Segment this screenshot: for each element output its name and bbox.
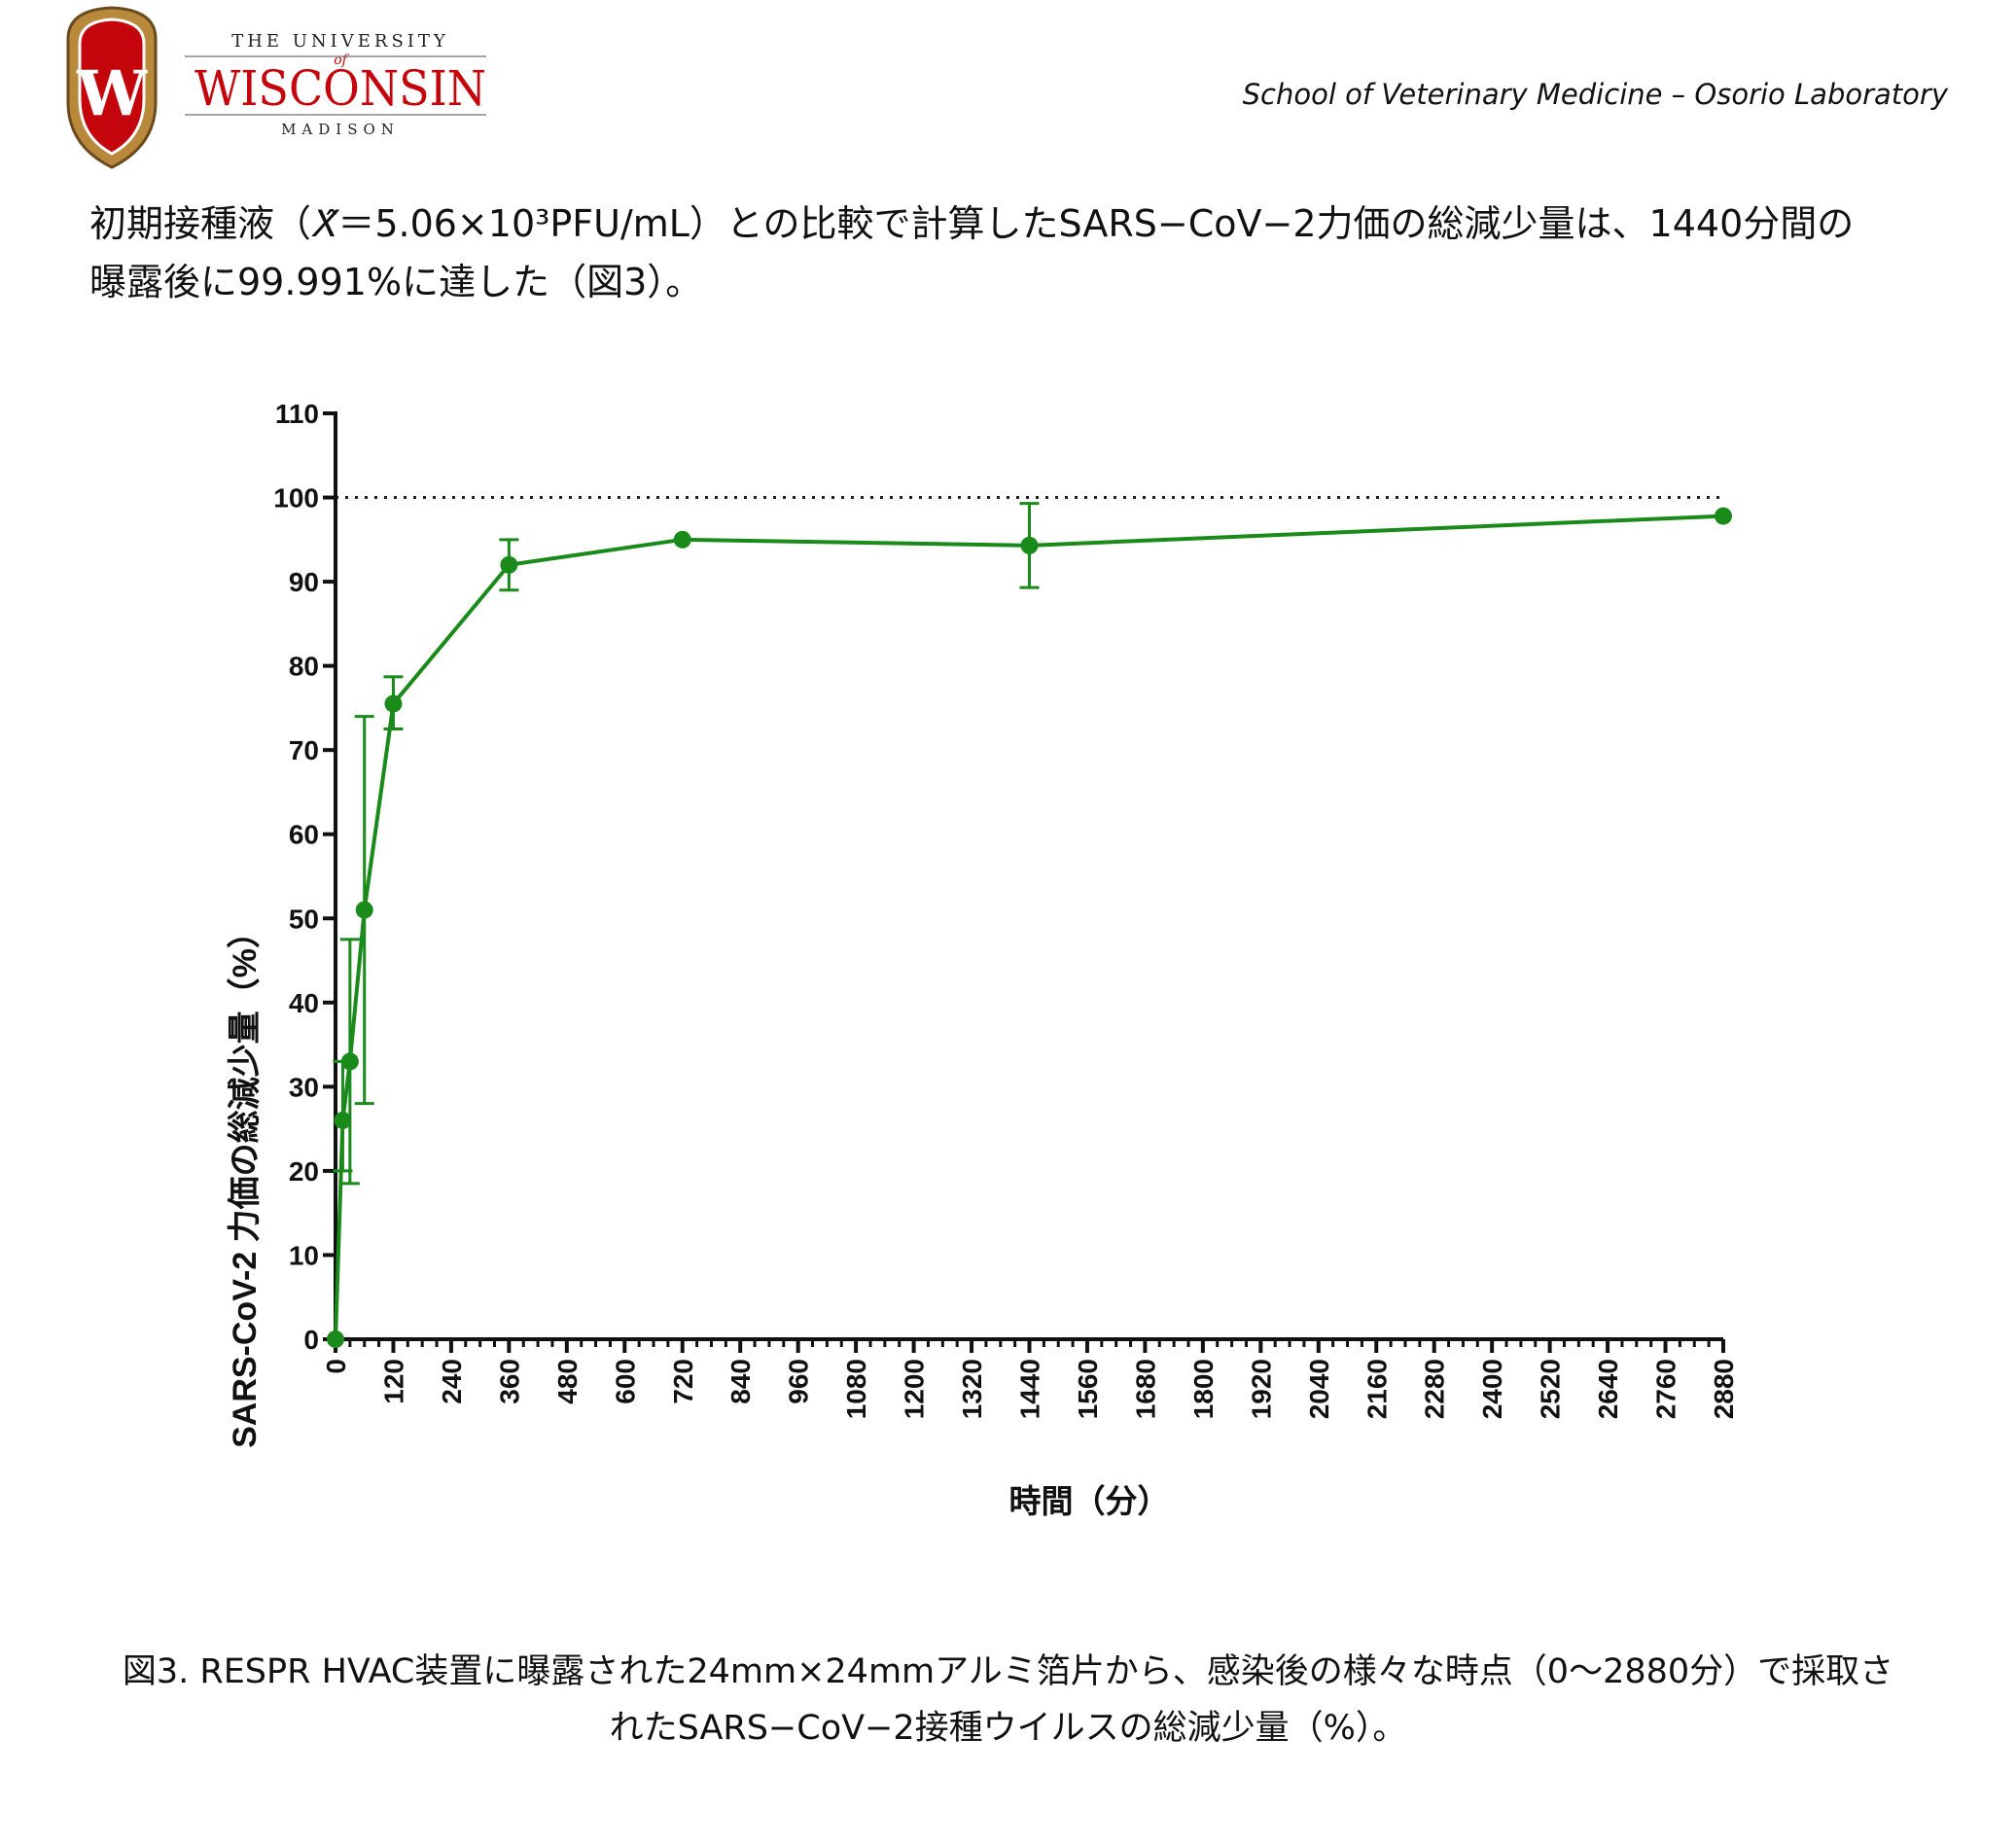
caption-line-1: 図3. RESPR HVAC装置に曝露された24mm×24mmアルミ箔片から、感…	[122, 1652, 1894, 1691]
caption-line-2: れたSARS−CoV−2接種ウイルスの総減少量（%）。	[609, 1709, 1407, 1748]
x-tick-label: 600	[610, 1359, 640, 1404]
series-line	[334, 514, 1724, 1340]
x-tick-label: 1440	[1015, 1359, 1045, 1419]
series-layer	[327, 502, 1732, 1348]
x-tick-label: 120	[378, 1359, 408, 1404]
data-point	[355, 901, 373, 919]
y-tick-label: 90	[289, 567, 319, 597]
x-tick-label: 240	[437, 1359, 467, 1404]
axes: 0 10 20 30 40 50 60 70 80 90 100 110 0 120 240 360 480 60…	[273, 399, 1739, 1419]
svg-text:W: W	[76, 57, 148, 130]
x-tick-label: 2760	[1651, 1359, 1681, 1419]
x-tick-label: 2280	[1420, 1359, 1450, 1419]
y-tick-label: 0	[303, 1325, 319, 1355]
lab-name: School of Veterinary Medicine – Osorio L…	[1242, 78, 1948, 111]
x-tick-label: 0	[321, 1359, 351, 1374]
y-tick-label: 50	[289, 904, 319, 934]
data-point	[1020, 536, 1039, 554]
y-tick-label: 80	[289, 652, 319, 682]
y-tick-label: 40	[289, 988, 319, 1018]
data-point	[327, 1330, 344, 1348]
x-tick-label: 2400	[1477, 1359, 1507, 1419]
x-tick-label: 1080	[841, 1359, 871, 1419]
y-tick-label: 10	[289, 1240, 319, 1270]
y-tick-label: 70	[289, 735, 319, 765]
intro-line-2: 曝露後に99.991%に達した（図3）。	[89, 261, 703, 303]
data-point	[384, 694, 403, 713]
y-tick-label: 60	[289, 820, 319, 850]
y-tick-label: 30	[289, 1072, 319, 1102]
y-tick-label: 20	[289, 1156, 319, 1187]
intro-text: 初期接種液（𝑋̂＝5.06×10³PFU/mL）との比較で計算したSARS−Co…	[89, 195, 1996, 311]
x-tick-label: 1320	[957, 1359, 987, 1419]
data-point	[500, 555, 518, 574]
x-tick-label: 2040	[1304, 1359, 1334, 1419]
university-logo: W THE UNIVERSITY of WISCONSIN MADISON	[66, 6, 486, 169]
y-axis-label: SARS-CoV-2 力価の総減少量（%）	[226, 915, 264, 1448]
y-tick-label: 110	[275, 399, 319, 429]
data-point	[340, 1052, 359, 1071]
x-tick-label: 2880	[1709, 1359, 1739, 1419]
x-tick-label: 1680	[1130, 1359, 1160, 1419]
y-tick-label: 100	[273, 483, 319, 514]
x-tick-label: 360	[494, 1359, 524, 1404]
x-tick-label: 720	[668, 1359, 698, 1404]
reduction-chart: 0 10 20 30 40 50 60 70 80 90 100 110 0 120 240 360 480 60…	[226, 399, 1739, 1520]
x-tick-label: 960	[784, 1359, 814, 1404]
x-axis-label: 時間（分）	[1009, 1482, 1170, 1520]
svg-text:MADISON: MADISON	[281, 121, 400, 138]
x-tick-label: 1800	[1188, 1359, 1219, 1419]
x-tick-label: 2640	[1593, 1359, 1623, 1419]
x-tick-label: 1200	[900, 1359, 930, 1419]
data-point	[673, 530, 691, 549]
x-tick-label: 1920	[1246, 1359, 1276, 1419]
svg-text:WISCONSIN: WISCONSIN	[195, 60, 486, 117]
intro-line-1: 初期接種液（𝑋̂＝5.06×10³PFU/mL）との比較で計算したSARS−Co…	[89, 202, 1855, 245]
figure-caption: 図3. RESPR HVAC装置に曝露された24mm×24mmアルミ箔片から、感…	[0, 1644, 2016, 1756]
data-point	[334, 1111, 352, 1129]
svg-text:THE UNIVERSITY: THE UNIVERSITY	[231, 31, 449, 52]
x-tick-label: 2520	[1536, 1359, 1566, 1419]
crest-icon: W	[66, 6, 158, 169]
x-tick-label: 2160	[1362, 1359, 1392, 1419]
x-tick-label: 1560	[1073, 1359, 1103, 1419]
x-tick-label: 840	[725, 1359, 756, 1404]
x-tick-label: 480	[552, 1359, 583, 1404]
data-point	[1715, 507, 1732, 525]
